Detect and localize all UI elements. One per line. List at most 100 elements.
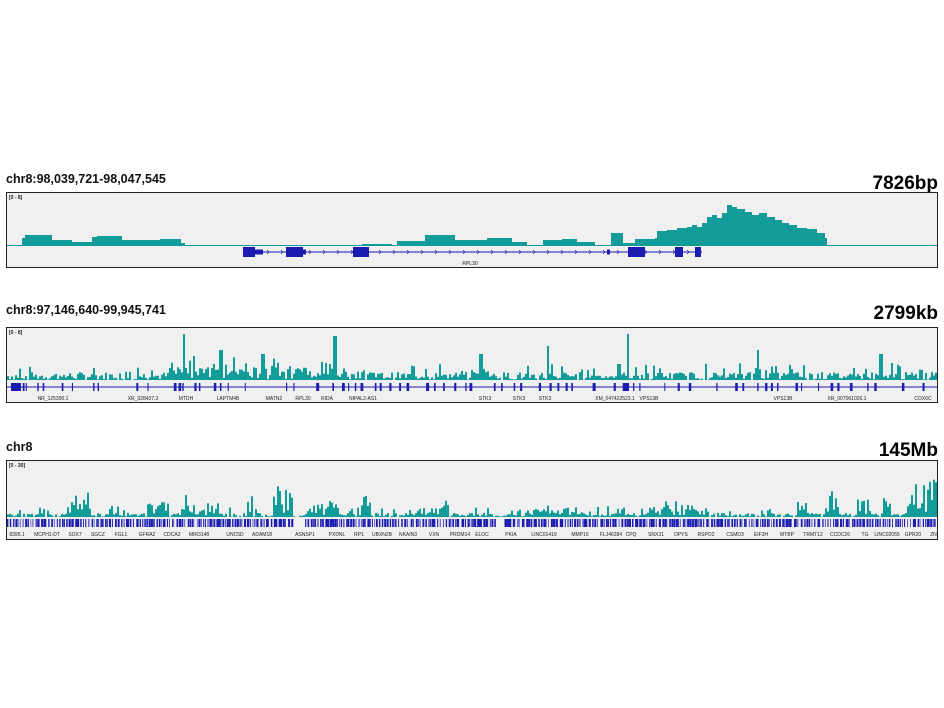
- gene-label[interactable]: DPYS: [674, 532, 688, 538]
- gene-exon: [317, 519, 319, 527]
- gene-label[interactable]: PKIA: [505, 532, 517, 538]
- gene-exon: [930, 519, 933, 527]
- gene-label[interactable]: MATN2: [265, 396, 283, 402]
- track-area[interactable]: [0 - 8] RPL30: [6, 192, 938, 268]
- gene-exon: [7, 519, 9, 527]
- gene-label[interactable]: SOX7: [68, 532, 82, 538]
- gene-label[interactable]: MTBP: [780, 532, 794, 538]
- gene-label[interactable]: STK3: [478, 396, 492, 402]
- gene-label[interactable]: LINC02055: [874, 532, 900, 538]
- gene-label[interactable]: COX6C: [914, 396, 932, 402]
- track-area[interactable]: [0 - 8] NR_125390.1 XR_928437.3 MTDH LAPTM4…: [6, 327, 938, 403]
- gene-label[interactable]: SNX31: [648, 532, 664, 538]
- gene-exon: [32, 519, 34, 527]
- gene-label[interactable]: XR_928437.3: [127, 396, 159, 402]
- gene-exon: [293, 383, 295, 391]
- gene-exon: [636, 519, 639, 527]
- gene-exon: [142, 519, 144, 527]
- gene-exon: [895, 519, 897, 527]
- gene-label[interactable]: MTDH: [178, 396, 194, 402]
- gene-label[interactable]: CSMD3: [726, 532, 744, 538]
- gene-exon: [439, 519, 441, 527]
- gene-label[interactable]: UNC5D: [226, 532, 244, 538]
- gene-label[interactable]: GFRA2: [138, 532, 156, 538]
- gene-exon: [520, 383, 523, 391]
- gene-exon: [384, 519, 387, 527]
- gene-exon: [521, 519, 524, 527]
- gene-exon: [757, 519, 759, 527]
- gene-exon: [912, 519, 915, 527]
- gene-label[interactable]: CDCA2: [163, 532, 181, 538]
- gene-exon: [741, 519, 743, 527]
- gene-exon: [827, 519, 829, 527]
- gene-label[interactable]: STK3: [512, 396, 526, 402]
- gene-exon: [626, 519, 629, 527]
- gene-label[interactable]: CPQ: [625, 532, 637, 538]
- gene-label[interactable]: XM_047422523.1: [595, 396, 635, 402]
- gene-label[interactable]: RPL30: [295, 396, 311, 402]
- gene-exon: [437, 519, 439, 527]
- gene-label[interactable]: LINC01419: [531, 532, 557, 538]
- gene-label[interactable]: MIR3148: [188, 532, 210, 538]
- gene-label[interactable]: LAPTM4B: [216, 396, 240, 402]
- gene-label[interactable]: TG: [861, 532, 869, 538]
- gene-exon: [561, 519, 564, 527]
- gene-label[interactable]: VPS13B: [639, 396, 659, 402]
- gene-label[interactable]: STK3: [538, 396, 552, 402]
- gene-label[interactable]: RSPO2: [697, 532, 715, 538]
- gene-label[interactable]: GPR20: [904, 532, 922, 538]
- gene-label[interactable]: NR_125390.1: [37, 396, 69, 402]
- locus-label[interactable]: chr8: [6, 440, 33, 454]
- gene-label[interactable]: CCDC26: [829, 532, 851, 538]
- gene-exon: [88, 519, 90, 527]
- gene-exon: [618, 519, 620, 527]
- gene-label[interactable]: RPL30: [462, 261, 478, 267]
- gene-exon: [97, 519, 99, 527]
- gene-exon: [514, 519, 516, 527]
- gene-label[interactable]: MMP16: [571, 532, 589, 538]
- gene-exon: [919, 519, 921, 527]
- locus-label[interactable]: chr8:98,039,721-98,047,545: [6, 172, 166, 186]
- gene-label[interactable]: SGCZ: [91, 532, 105, 538]
- gene-exon: [117, 519, 120, 527]
- gene-label[interactable]: VXN: [428, 532, 440, 538]
- gene-label[interactable]: VPS13B: [773, 396, 793, 402]
- gene-label[interactable]: FGL1: [114, 532, 128, 538]
- gene-exon: [328, 519, 329, 527]
- gene-label[interactable]: PXDNL: [328, 532, 346, 538]
- gene-exon: [804, 519, 806, 527]
- gene-label[interactable]: RP1: [354, 532, 364, 538]
- gene-exon: [189, 519, 192, 527]
- gene-exon: [818, 383, 820, 391]
- gene-exon: [428, 519, 430, 527]
- gene-label[interactable]: ELOC: [475, 532, 489, 538]
- coverage-signal: [7, 334, 937, 380]
- gene-label[interactable]: XR_007061026.1: [827, 396, 867, 402]
- gene-exon: [381, 519, 384, 527]
- gene-label[interactable]: MCPH1-DT: [34, 532, 60, 538]
- gene-exon: [688, 383, 692, 391]
- gene-label[interactable]: TRMT12: [803, 532, 823, 538]
- gene-exon: [874, 383, 877, 391]
- gene-exon: [63, 519, 65, 527]
- gene-label[interactable]: EIF3H: [753, 532, 769, 538]
- gene-label[interactable]: 8395.1: [9, 532, 25, 538]
- gene-label[interactable]: RIDA: [321, 396, 333, 402]
- gene-label[interactable]: NKAIN3: [398, 532, 418, 538]
- gene-label[interactable]: ZNF: [930, 532, 937, 538]
- track-area[interactable]: [0 - 30] 8395.1 MCPH1-DT SOX7 SGCZ FGL1 GFRA2…: [6, 460, 938, 540]
- gene-label[interactable]: FLJ46284: [599, 532, 623, 538]
- gene-exon: [310, 519, 313, 527]
- gene-label[interactable]: NIPAL2-AS1: [349, 396, 377, 402]
- gene-exon: [158, 519, 161, 527]
- locus-label[interactable]: chr8:97,146,640-99,945,741: [6, 303, 166, 317]
- gene-label[interactable]: ASNSP1: [295, 532, 315, 538]
- gene-label[interactable]: ADAM18: [251, 532, 273, 538]
- gene-exon: [833, 519, 835, 527]
- gene-label[interactable]: PRDM14: [449, 532, 471, 538]
- gene-exon: [467, 519, 470, 527]
- gene-exon: [205, 519, 206, 527]
- gene-label[interactable]: UBXN2B: [371, 532, 393, 538]
- gene-exon: [477, 519, 480, 527]
- gene-exon: [121, 519, 123, 527]
